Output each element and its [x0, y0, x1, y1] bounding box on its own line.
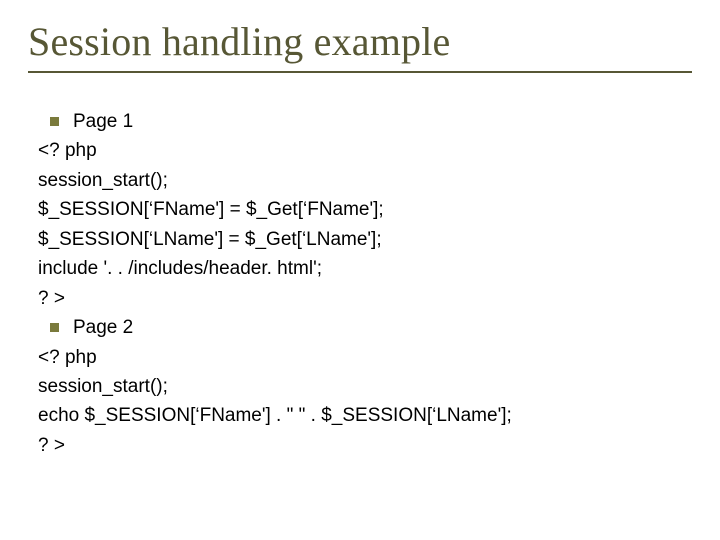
title-underline — [28, 71, 692, 73]
body-line: session_start(); — [38, 166, 692, 195]
body-line: echo $_SESSION[‘FName'] . " " . $_SESSIO… — [38, 401, 692, 430]
slide-title: Session handling example — [28, 18, 692, 65]
body-line: session_start(); — [38, 372, 692, 401]
body-line: $_SESSION[‘FName'] = $_Get[‘FName']; — [38, 195, 692, 224]
body-line: include '. . /includes/header. html'; — [38, 254, 692, 283]
square-bullet-icon — [50, 323, 59, 332]
body-line: ? > — [38, 284, 692, 313]
square-bullet-icon — [50, 117, 59, 126]
slide: Session handling example Page 1 <? php s… — [0, 0, 720, 540]
body-text: Page 1 — [73, 107, 133, 136]
body-line: <? php — [38, 136, 692, 165]
body-line: ? > — [38, 431, 692, 460]
body-line: <? php — [38, 343, 692, 372]
slide-body: Page 1 <? php session_start(); $_SESSION… — [28, 107, 692, 460]
body-text: Page 2 — [73, 313, 133, 342]
body-line: $_SESSION[‘LName'] = $_Get[‘LName']; — [38, 225, 692, 254]
body-line: Page 2 — [38, 313, 692, 342]
body-line: Page 1 — [38, 107, 692, 136]
